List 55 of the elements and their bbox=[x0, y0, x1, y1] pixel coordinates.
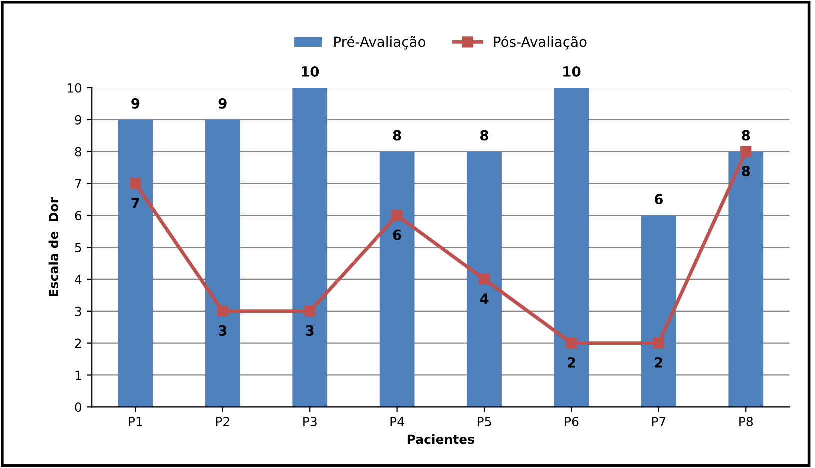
x-axis-title: Pacientes bbox=[408, 434, 474, 444]
data-label: 9 bbox=[132, 98, 140, 109]
data-label: 2 bbox=[568, 357, 576, 368]
bar bbox=[292, 88, 328, 408]
data-label: 8 bbox=[480, 130, 488, 141]
y-tick-label: 6 bbox=[75, 211, 82, 221]
point bbox=[217, 306, 228, 317]
y-tick-label: 8 bbox=[75, 147, 82, 157]
data-label: 6 bbox=[654, 194, 664, 205]
y-tick-label: 1 bbox=[76, 370, 82, 380]
y-axis-title: Escala de Dor bbox=[48, 198, 58, 296]
x-tick-label: P5 bbox=[478, 417, 492, 427]
data-label: 6 bbox=[393, 230, 402, 240]
data-label: 3 bbox=[306, 326, 314, 336]
legend-label: Pré-Avaliação bbox=[334, 36, 426, 50]
bar bbox=[467, 152, 502, 408]
y-tick-label: 5 bbox=[75, 243, 82, 252]
data-label: 7 bbox=[132, 198, 140, 208]
x-tick-label: P6 bbox=[565, 417, 579, 427]
x-tick-label: P8 bbox=[740, 417, 754, 427]
bar bbox=[728, 152, 764, 408]
bar bbox=[554, 88, 590, 408]
data-label: 10 bbox=[302, 66, 320, 77]
y-tick-label: 2 bbox=[75, 338, 82, 348]
x-tick-label: P7 bbox=[652, 417, 666, 426]
point bbox=[653, 338, 664, 349]
data-label: 3 bbox=[219, 326, 227, 336]
y-tick-label: 4 bbox=[75, 275, 82, 284]
data-label: 8 bbox=[742, 130, 750, 141]
point bbox=[304, 306, 316, 317]
x-tick-label: P3 bbox=[304, 417, 317, 427]
data-label: 2 bbox=[655, 357, 663, 368]
point bbox=[130, 178, 142, 190]
bar bbox=[641, 216, 676, 408]
y-tick-label: 10 bbox=[68, 83, 82, 93]
point bbox=[566, 338, 578, 349]
y-tick-label: 7 bbox=[75, 179, 82, 188]
bar bbox=[118, 120, 154, 408]
point bbox=[392, 210, 403, 222]
y-tick-label: 9 bbox=[75, 115, 82, 125]
bar bbox=[380, 152, 415, 408]
x-tick-label: P1 bbox=[129, 417, 142, 426]
data-label: 10 bbox=[564, 66, 581, 77]
data-label: 8 bbox=[742, 166, 750, 176]
legend-label: Pós-Avaliação bbox=[494, 36, 587, 50]
data-label: 8 bbox=[393, 130, 402, 141]
data-label: 4 bbox=[480, 294, 489, 304]
point bbox=[478, 274, 490, 286]
bar bbox=[205, 120, 240, 408]
y-tick-label: 3 bbox=[75, 306, 82, 316]
x-tick-label: P4 bbox=[390, 417, 404, 426]
y-tick-label: 0 bbox=[75, 402, 82, 412]
x-tick-label: P2 bbox=[216, 417, 230, 426]
point bbox=[740, 146, 752, 158]
data-label: 9 bbox=[218, 98, 227, 109]
